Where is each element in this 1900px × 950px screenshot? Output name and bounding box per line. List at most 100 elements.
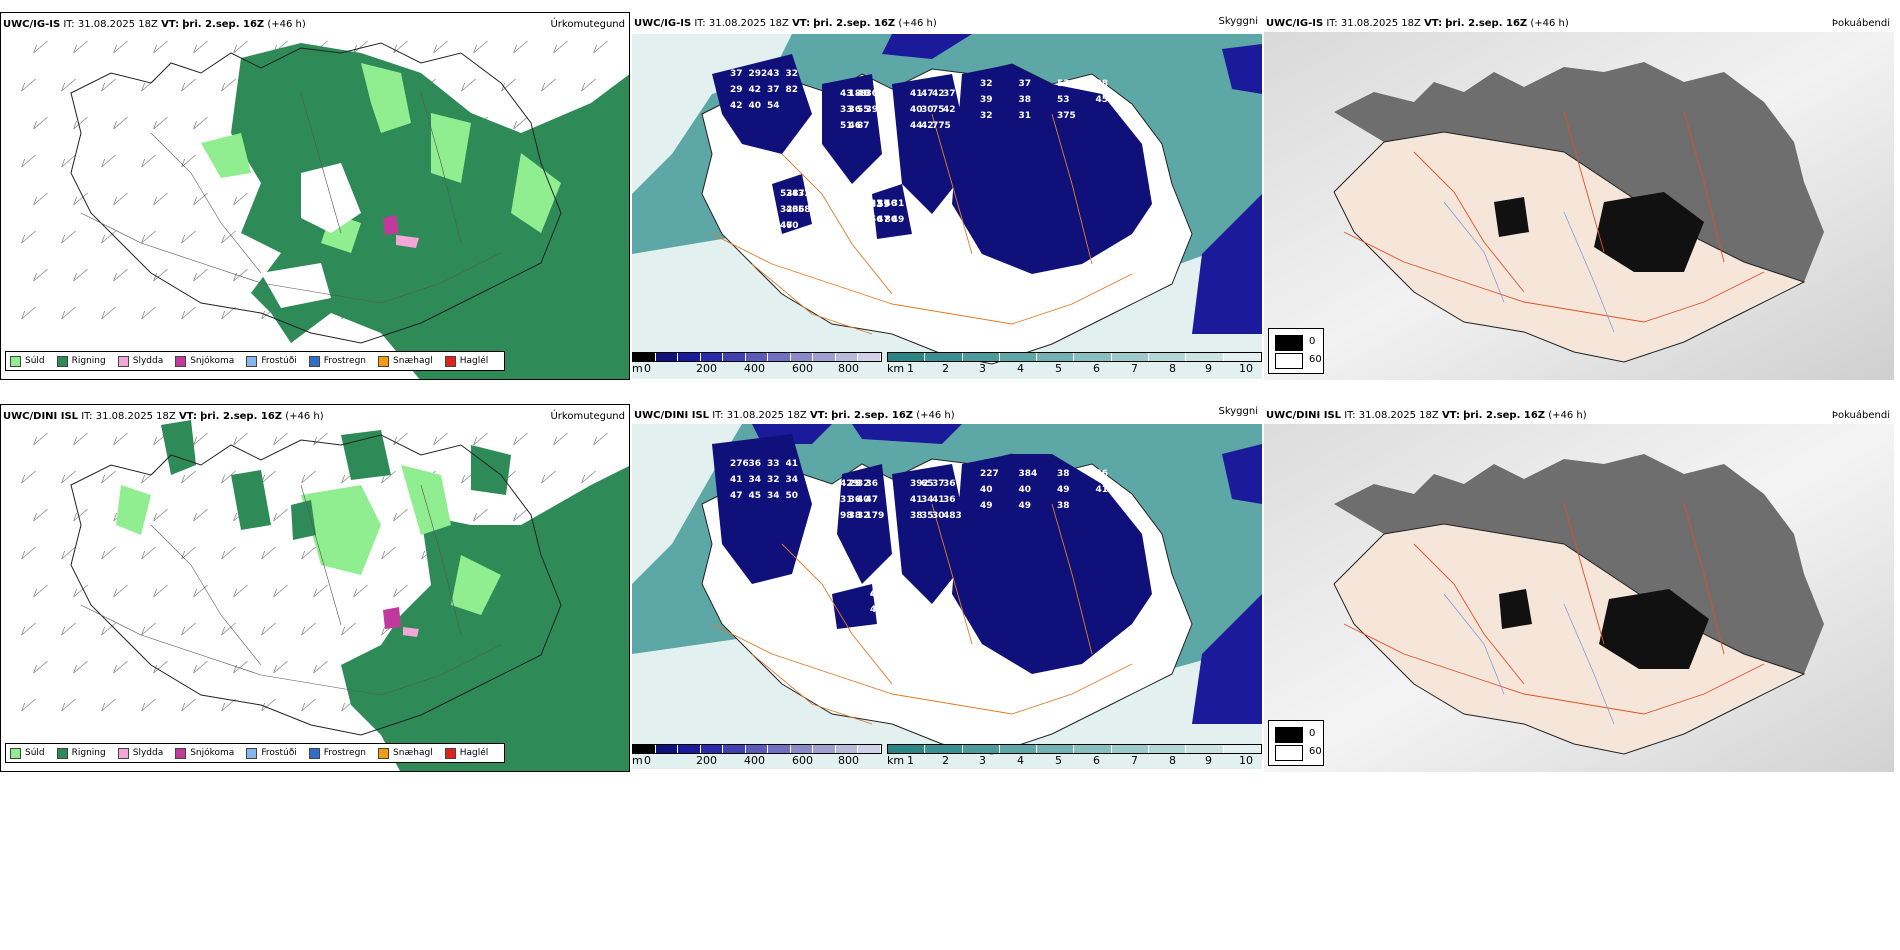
wind-barb xyxy=(33,584,48,598)
cloud-base-value: 33 xyxy=(877,605,890,615)
wind-barb xyxy=(33,40,48,54)
cloud-base-value: 39 xyxy=(866,105,879,115)
cloud-base-value: 86 xyxy=(885,215,898,225)
cloud-base-value: 33 xyxy=(798,189,811,199)
cloud-base-value: 36 xyxy=(849,105,862,115)
cloud-base-value: 45 xyxy=(1096,95,1109,105)
wind-barb xyxy=(181,230,196,244)
cloud-base-value: 189 xyxy=(849,89,868,99)
fog-swatch xyxy=(1275,727,1303,743)
cloud-base-value: 30 xyxy=(866,89,879,99)
wind-barb xyxy=(33,268,48,282)
fog-swatch xyxy=(1275,353,1303,369)
cloud-base-value: 32 xyxy=(857,511,870,521)
cloud-base-value: 37 xyxy=(1019,79,1032,89)
legend-item: Frostregn xyxy=(308,747,366,759)
wind-barb xyxy=(313,660,328,674)
wind-barb xyxy=(141,306,156,320)
wind-barb xyxy=(513,116,528,130)
cloud-base-value: 40 xyxy=(749,101,762,111)
cloudbase-strip xyxy=(632,744,882,754)
cloud-base-value: 31 xyxy=(840,495,853,505)
wind-barb xyxy=(233,660,248,674)
precip-type-panel-row1: UWC/IG-IS IT: 31.08.2025 18Z VT: þri. 2.… xyxy=(0,12,630,380)
wind-barb xyxy=(113,268,128,282)
cloud-base-value: 483 xyxy=(943,511,962,521)
wind-barb xyxy=(273,584,288,598)
wind-barb xyxy=(261,546,276,560)
wind-barb xyxy=(433,432,448,446)
wind-barb xyxy=(21,470,36,484)
rivers xyxy=(1443,593,1615,725)
wind-barb xyxy=(393,584,408,598)
cloud-base-value: 40 xyxy=(910,105,923,115)
legend-swatch xyxy=(175,747,187,759)
fog-legend: 0 60 xyxy=(1268,720,1324,766)
wind-barb xyxy=(153,268,168,282)
wind-barb xyxy=(101,230,116,244)
legend-item: Haglél xyxy=(444,747,488,759)
panel-title: Skyggni xyxy=(1218,16,1258,27)
wind-barb xyxy=(61,622,76,636)
cloud-base-value: 37 xyxy=(932,479,945,489)
wind-barb xyxy=(261,470,276,484)
cloud-base-value: 32 xyxy=(767,475,780,485)
wind-barb xyxy=(181,78,196,92)
cloudbase-unit: m xyxy=(632,362,643,375)
cloud-base-value: 53 xyxy=(1057,95,1070,105)
wind-barb xyxy=(473,508,488,522)
wind-barb xyxy=(61,470,76,484)
snow-area xyxy=(383,215,399,235)
wind-barb xyxy=(381,470,396,484)
legend-swatch xyxy=(378,355,390,367)
legend-item: Frostregn xyxy=(308,355,366,367)
tick-label: 200 xyxy=(696,362,717,375)
cloud-base-value: 392 xyxy=(910,479,929,489)
cloud-base-value: 87 xyxy=(857,121,870,131)
legend-item: Frostúði xyxy=(246,747,297,759)
cloud-base-value: 53 xyxy=(1057,79,1070,89)
tick-label: 9 xyxy=(1205,362,1212,375)
cloud-base-value: 62 xyxy=(798,595,811,605)
precip-type-panel-row2: UWC/DINI ISL IT: 31.08.2025 18Z VT: þri.… xyxy=(0,404,630,772)
cloudbase-colorbar: m 0 200 400 600 800 xyxy=(632,744,882,772)
cloud-base-value: 37 xyxy=(730,69,743,79)
wind-barb xyxy=(381,546,396,560)
legend-item: Snæhagl xyxy=(378,747,433,759)
wind-barb xyxy=(21,230,36,244)
cloud-base-value: 44 xyxy=(910,121,923,131)
cloud-base-value: 55 xyxy=(857,105,870,115)
fog-swatch xyxy=(1275,745,1303,761)
visibility-colorbar: km 1 2 3 4 5 6 7 8 9 10 xyxy=(887,352,1262,380)
wind-barb xyxy=(73,268,88,282)
cloud-base-value: 42 xyxy=(730,101,743,111)
tick-label: 600 xyxy=(792,754,813,767)
cloud-base-value: 36 xyxy=(849,495,862,505)
fog-panel-row2: UWC/DINI ISL IT: 31.08.2025 18Z VT: þri.… xyxy=(1264,404,1894,772)
cloud-base-value: 38 xyxy=(849,511,862,521)
wind-barb xyxy=(513,432,528,446)
cloud-base-value: 47 xyxy=(877,590,890,600)
wind-barb xyxy=(61,698,76,712)
wind-barb xyxy=(61,78,76,92)
cloud-base-value: 49 xyxy=(980,501,993,511)
wind-barb xyxy=(193,268,208,282)
cloud-base-value: 36 xyxy=(943,495,956,505)
visibility-unit: km xyxy=(887,362,905,375)
cloud-base-value: 37 xyxy=(767,85,780,95)
wind-barb xyxy=(73,660,88,674)
cloud-base-value: 179 xyxy=(866,511,885,521)
cloud-base-value: 38 xyxy=(1096,79,1109,89)
wind-barb xyxy=(233,584,248,598)
wind-barb xyxy=(181,698,196,712)
cloud-base-blue xyxy=(712,434,1152,674)
panel-header: UWC/DINI ISL IT: 31.08.2025 18Z VT: þri.… xyxy=(634,410,955,421)
cloudbase-visibility-panel-row2: UWC/DINI ISL IT: 31.08.2025 18Z VT: þri.… xyxy=(632,404,1262,772)
tick-label: 6 xyxy=(1093,362,1100,375)
cloud-base-value: 53 xyxy=(780,189,793,199)
legend-swatch xyxy=(56,747,68,759)
cloud-base-value: 33 xyxy=(870,199,883,209)
precip-type-map xyxy=(21,40,629,379)
wind-barb xyxy=(113,432,128,446)
